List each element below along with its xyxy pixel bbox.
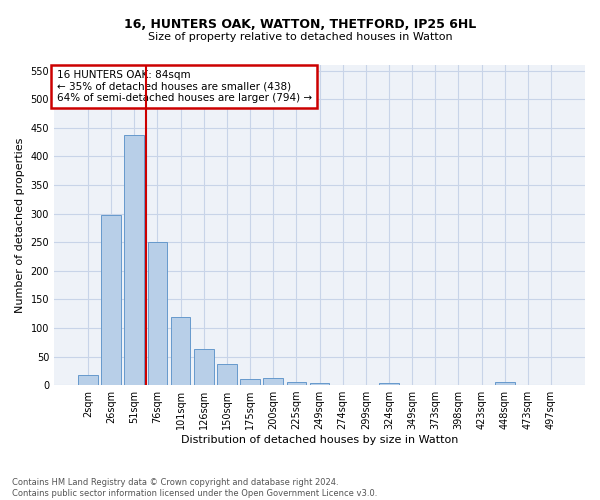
Text: Contains HM Land Registry data © Crown copyright and database right 2024.
Contai: Contains HM Land Registry data © Crown c… [12,478,377,498]
Bar [263,378,283,385]
Bar [379,384,399,385]
Bar [124,134,144,385]
Y-axis label: Number of detached properties: Number of detached properties [15,138,25,312]
X-axis label: Distribution of detached houses by size in Watton: Distribution of detached houses by size … [181,435,458,445]
Bar [148,242,167,385]
Text: 16 HUNTERS OAK: 84sqm
← 35% of detached houses are smaller (438)
64% of semi-det: 16 HUNTERS OAK: 84sqm ← 35% of detached … [56,70,312,103]
Bar [101,215,121,385]
Bar [495,382,515,385]
Bar [171,317,190,385]
Bar [240,379,260,385]
Bar [287,382,306,385]
Text: Size of property relative to detached houses in Watton: Size of property relative to detached ho… [148,32,452,42]
Bar [194,348,214,385]
Bar [310,383,329,385]
Bar [78,376,98,385]
Bar [217,364,237,385]
Text: 16, HUNTERS OAK, WATTON, THETFORD, IP25 6HL: 16, HUNTERS OAK, WATTON, THETFORD, IP25 … [124,18,476,30]
